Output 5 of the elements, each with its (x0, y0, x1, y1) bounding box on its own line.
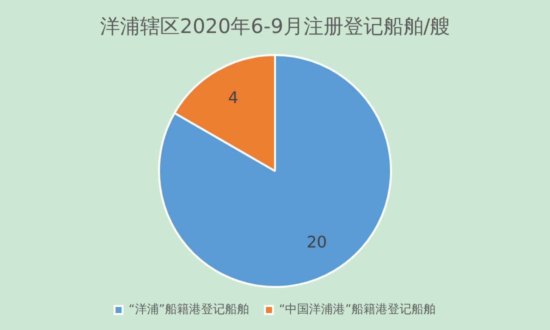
legend-label: “洋浦”船籍港登记船舶 (128, 302, 250, 316)
chart-title: 洋浦辖区2020年6-9月注册登记船舶/艘 (100, 14, 450, 38)
data-label: 20 (306, 232, 327, 252)
data-label: 4 (228, 88, 238, 107)
legend-label: “中国洋浦港”船籍港登记船舶 (279, 302, 436, 316)
